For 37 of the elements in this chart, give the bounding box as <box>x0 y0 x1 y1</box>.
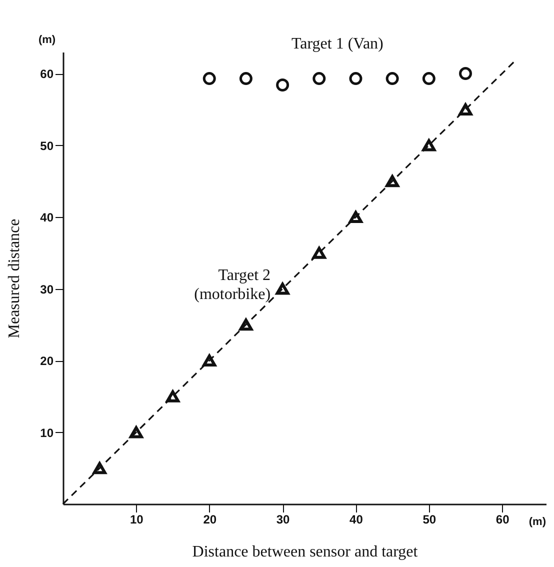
text: (m) <box>528 516 546 528</box>
point <box>166 390 180 402</box>
y-axis-title: Measured distance <box>6 218 24 338</box>
x-tick-label: 10 <box>130 512 144 526</box>
point <box>129 426 143 438</box>
x-tick-label: 50 <box>422 512 436 526</box>
point <box>276 282 290 295</box>
point <box>276 78 290 92</box>
point <box>92 462 106 474</box>
point <box>239 318 253 331</box>
series-label: Target 1 (Van) <box>291 36 384 53</box>
y-tick-label: 50 <box>40 138 54 153</box>
x-axis-title: Distance between sensor and target <box>192 544 418 560</box>
point <box>386 175 400 188</box>
x-tick-label: 40 <box>350 512 364 526</box>
point <box>202 72 216 86</box>
point <box>312 246 326 259</box>
series-label: Target 2 (motorbike) <box>194 266 271 303</box>
y-tick-label: 30 <box>40 282 54 296</box>
point <box>459 67 472 80</box>
y-tick-label: 60 <box>40 67 54 82</box>
y-tick-label: 40 <box>40 210 54 225</box>
x-tick-label: 20 <box>203 512 217 526</box>
point <box>422 139 436 152</box>
point <box>312 72 326 86</box>
y-tick-label: 20 <box>40 354 54 368</box>
point <box>202 354 216 367</box>
point <box>458 103 472 116</box>
point <box>349 72 362 86</box>
point <box>348 210 362 224</box>
x-tick-label: 60 <box>496 512 510 526</box>
x-tick-label: 30 <box>276 512 290 526</box>
text: (m) <box>38 34 56 46</box>
point <box>386 72 399 86</box>
point <box>422 72 436 86</box>
y-tick-label: 10 <box>40 426 54 440</box>
point <box>239 72 252 86</box>
